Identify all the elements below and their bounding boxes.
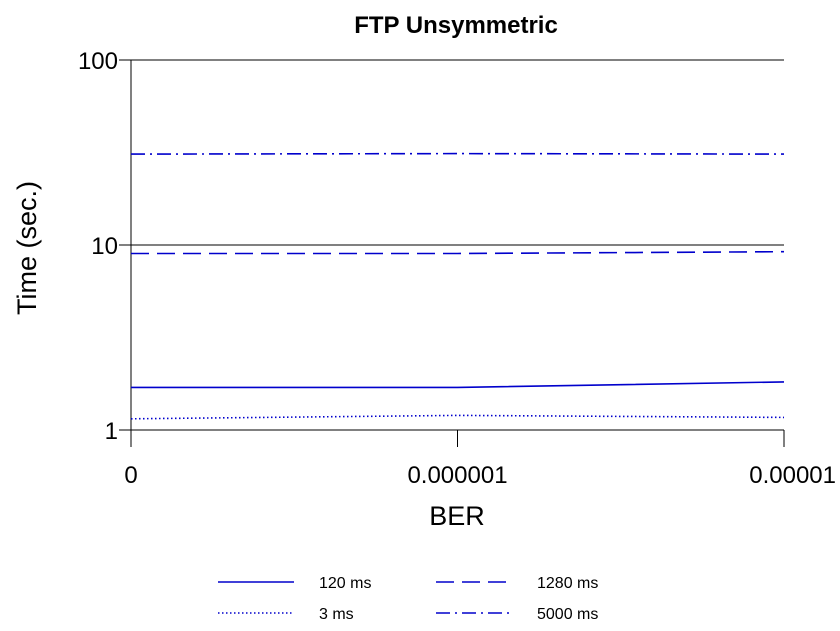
legend-label: 5000 ms	[537, 606, 598, 623]
legend-label: 1280 ms	[537, 575, 598, 592]
y-ticks: 1 10 100	[78, 48, 131, 445]
x-axis-label: BER	[429, 501, 485, 531]
series-lines	[130, 152, 785, 420]
legend-label: 3 ms	[319, 606, 354, 623]
series-line-120-ms	[131, 381, 785, 389]
series-line-1280-ms	[131, 250, 785, 255]
x-tick-label: 0.000001	[407, 462, 507, 489]
series-line-3-ms	[130, 414, 785, 420]
y-axis-label: Time (sec.)	[12, 181, 42, 315]
legend-label: 120 ms	[319, 575, 371, 592]
x-tick-label: 0.00001	[749, 462, 836, 489]
grid	[131, 59, 784, 431]
x-tick-label: 0	[124, 462, 137, 489]
legend: 120 ms 3 ms 1280 ms 5000 ms	[218, 575, 598, 623]
y-tick-label: 100	[78, 48, 118, 75]
y-tick-label: 1	[105, 418, 118, 445]
y-tick-label: 10	[91, 233, 118, 260]
series-line-5000-ms	[130, 152, 785, 155]
chart-title: FTP Unsymmetric	[354, 12, 558, 39]
x-ticks: 0 0.000001 0.00001	[124, 430, 836, 489]
